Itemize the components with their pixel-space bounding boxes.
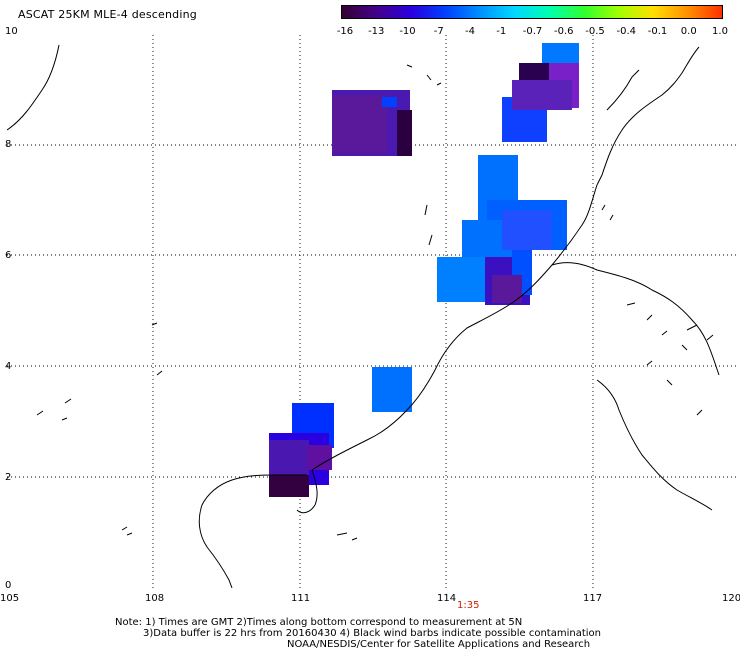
pass-time-label: 1:35 <box>457 600 480 611</box>
x-tick-108: 108 <box>145 593 165 604</box>
y-tick-0: 0 <box>5 580 12 591</box>
colorbar-label: -0.5 <box>585 26 605 37</box>
colorbar-label: -4 <box>465 26 475 37</box>
colorbar-label: -16 <box>336 26 354 37</box>
colorbar-label: 0.0 <box>680 26 697 37</box>
colorbar-label: -7 <box>433 26 444 37</box>
colorbar-label: -0.7 <box>522 26 543 37</box>
map-svg <box>7 35 739 588</box>
y-tick-8: 8 <box>5 139 12 150</box>
x-tick-117: 117 <box>583 593 603 604</box>
y-tick-4: 4 <box>5 361 12 372</box>
note-line-3: NOAA/NESDIS/Center for Satellite Applica… <box>287 639 591 650</box>
colorbar-gradient <box>342 6 722 18</box>
map-panel <box>7 35 739 588</box>
note-line-2: 3)Data buffer is 22 hrs from 20160430 4)… <box>143 628 601 639</box>
colorbar-label: -10 <box>399 26 416 37</box>
y-tick-2: 2 <box>5 472 12 483</box>
colorbar-label: -1 <box>496 26 507 37</box>
x-tick-120: 120 <box>722 593 740 604</box>
colorbar <box>341 5 723 19</box>
colorbar-label: -13 <box>368 26 385 37</box>
wind-cells <box>269 43 579 497</box>
x-tick-111: 111 <box>291 593 311 604</box>
colorbar-label: -0.6 <box>553 26 574 37</box>
y-tick-10: 10 <box>5 26 18 37</box>
y-tick-6: 6 <box>5 250 12 261</box>
coastlines <box>7 44 720 588</box>
x-tick-114: 114 <box>437 593 457 604</box>
x-tick-105: 105 <box>0 593 20 604</box>
note-line-1: Note: 1) Times are GMT 2)Times along bot… <box>115 617 523 628</box>
colorbar-label: -0.4 <box>616 26 637 37</box>
product-title: ASCAT 25KM MLE-4 descending <box>18 8 197 21</box>
colorbar-label: -0.1 <box>647 26 668 37</box>
colorbar-label: 1.0 <box>712 26 728 37</box>
